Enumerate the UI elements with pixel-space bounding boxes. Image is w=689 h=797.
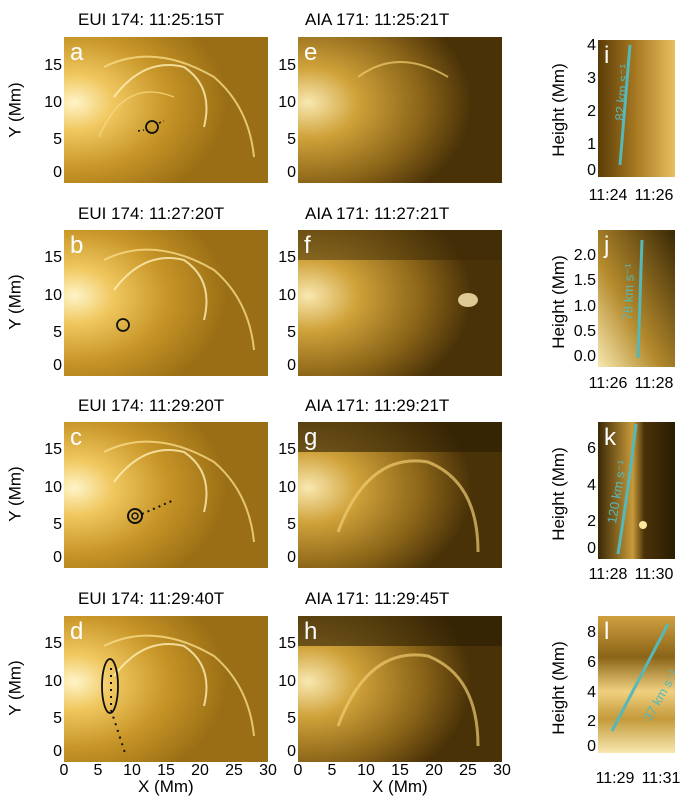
panel-letter-f: f — [304, 232, 311, 259]
eui-title-b: EUI 174: 11:27:20T — [78, 204, 225, 223]
aia-image-g: g — [298, 422, 502, 568]
speed-fit-line — [610, 623, 670, 732]
panel-letter-l: l — [604, 618, 610, 645]
eui-ylabel-b: Y (Mm) — [5, 274, 25, 330]
eui-image-b: b — [64, 230, 268, 376]
event-marker-ellipse — [101, 658, 119, 714]
panel-letter-g: g — [304, 424, 318, 451]
event-marker-circle — [127, 508, 143, 524]
aia-title-f: AIA 171: 11:27:21T — [305, 204, 450, 223]
panel-letter-d: d — [70, 618, 84, 645]
aia-title-e: AIA 171: 11:25:21T — [305, 10, 450, 29]
panel-letter-a: a — [70, 39, 84, 66]
event-marker-circle — [145, 120, 159, 134]
eui-title-a: EUI 174: 11:25:15T — [78, 10, 225, 29]
panel-letter-h: h — [304, 618, 318, 645]
eui-image-c: c — [64, 422, 268, 568]
speed-label-j: 78 km s⁻¹ — [620, 263, 637, 321]
timeslice-image-i: i 82 km s⁻¹ — [598, 40, 675, 177]
aia-image-e: e — [298, 37, 502, 183]
eui-title-c: EUI 174: 11:29:20T — [78, 396, 225, 415]
eui-image-d: d — [64, 616, 268, 762]
eui-ylabel-d: Y (Mm) — [5, 660, 25, 716]
eui-title-d: EUI 174: 11:29:40T — [78, 589, 225, 608]
aia-title-h: AIA 171: 11:29:45T — [305, 589, 450, 608]
aia-image-h: h — [298, 616, 502, 762]
speed-fit-line — [618, 44, 632, 166]
event-marker-circle — [116, 318, 130, 332]
panel-letter-j: j — [604, 232, 610, 259]
aia-image-f: f — [298, 230, 502, 376]
timeslice-image-k: k 120 km s⁻¹ — [598, 422, 675, 559]
timeslice-image-l: l 37 km s⁻¹ — [598, 616, 675, 753]
eui-image-a: a — [64, 37, 268, 183]
panel-letter-c: c — [70, 424, 82, 451]
panel-letter-i: i — [604, 42, 610, 69]
panel-letter-k: k — [604, 424, 616, 451]
eui-xlabel: X (Mm) — [138, 777, 194, 796]
speed-fit-line — [616, 423, 638, 555]
eui-ylabel-c: Y (Mm) — [5, 466, 25, 522]
speed-fit-line — [636, 239, 644, 359]
panel-letter-b: b — [70, 232, 84, 259]
panel-letter-e: e — [304, 39, 318, 66]
aia-title-g: AIA 171: 11:29:21T — [305, 396, 450, 415]
timeslice-image-j: j 78 km s⁻¹ — [598, 230, 675, 367]
eui-ylabel-a: Y (Mm) — [5, 82, 25, 138]
aia-xlabel: X (Mm) — [372, 777, 428, 796]
